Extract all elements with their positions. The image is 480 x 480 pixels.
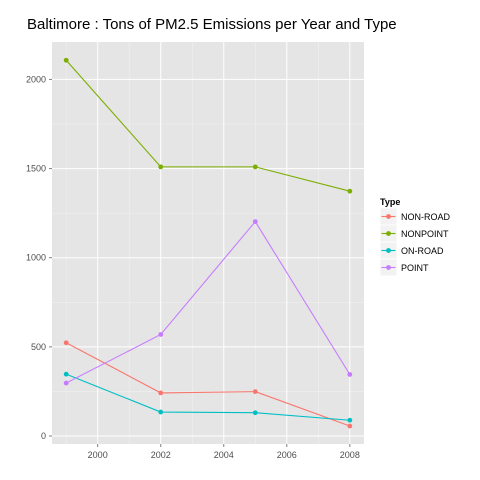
data-point-point xyxy=(347,372,353,377)
x-tick-label: 2006 xyxy=(277,450,297,460)
data-point-on-road xyxy=(158,409,164,415)
data-point-on-road xyxy=(347,417,353,423)
chart-title: Baltimore : Tons of PM2.5 Emissions per … xyxy=(27,16,397,33)
data-point-point xyxy=(63,380,69,386)
series-line-point xyxy=(65,220,351,384)
data-point-nonpoint xyxy=(158,164,164,170)
data-point-on-road xyxy=(252,410,258,416)
x-tick-label: 2002 xyxy=(151,450,171,460)
y-tick-label: 2000 xyxy=(26,74,46,84)
data-point-point xyxy=(252,219,258,225)
legend-key-point xyxy=(386,265,391,270)
data-point-non-road xyxy=(347,423,353,429)
data-point-nonpoint xyxy=(347,188,353,194)
data-point-on-road xyxy=(63,371,69,377)
y-tick-label: 500 xyxy=(31,342,46,352)
legend-key-point xyxy=(386,231,391,236)
data-point-nonpoint xyxy=(63,57,69,63)
y-tick-label: 1500 xyxy=(26,164,46,174)
legend-item-non-road: NON-ROAD xyxy=(379,207,450,226)
x-tick-label: 2008 xyxy=(340,450,360,460)
legend-item-point: POINT xyxy=(379,258,429,277)
series-on-road xyxy=(63,371,353,423)
data-point-non-road xyxy=(158,390,164,396)
legend-label-non-road: NON-ROAD xyxy=(401,212,450,222)
series-line-on-road xyxy=(65,373,350,421)
series-non-road xyxy=(63,340,353,429)
data-point-point xyxy=(158,332,164,337)
series-point xyxy=(63,219,353,386)
legend-key-point xyxy=(386,214,391,219)
series-layer xyxy=(63,57,353,429)
data-point-nonpoint xyxy=(252,164,258,170)
legend-label-nonpoint: NONPOINT xyxy=(401,229,449,239)
legend-key-point xyxy=(386,248,391,253)
legend: Type NON-ROAD NONPOINT ON-ROAD POINT xyxy=(379,197,450,277)
legend-label-on-road: ON-ROAD xyxy=(401,246,444,256)
x-tick-label: 2004 xyxy=(214,450,234,460)
series-line-nonpoint xyxy=(65,59,350,192)
legend-label-point: POINT xyxy=(401,263,429,273)
legend-item-nonpoint: NONPOINT xyxy=(379,224,449,243)
y-tick-label: 0 xyxy=(41,431,46,441)
axis-layer: 2000 2002 2004 2006 2008 0 500 1000 1500 2000 xyxy=(26,74,360,460)
data-point-non-road xyxy=(252,389,258,395)
data-point-non-road xyxy=(63,340,69,346)
series-line-non-road xyxy=(65,342,351,427)
legend-item-on-road: ON-ROAD xyxy=(379,241,444,260)
grid-lines xyxy=(52,42,364,444)
x-tick-label: 2000 xyxy=(88,450,108,460)
plot-panel xyxy=(52,42,364,444)
y-tick-label: 1000 xyxy=(26,253,46,263)
series-nonpoint xyxy=(63,57,353,194)
legend-title: Type xyxy=(380,197,400,207)
